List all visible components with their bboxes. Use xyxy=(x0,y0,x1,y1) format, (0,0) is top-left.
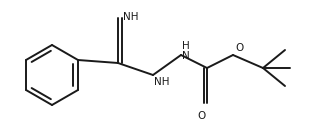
Text: N: N xyxy=(182,51,190,61)
Text: O: O xyxy=(198,111,206,121)
Text: O: O xyxy=(235,43,243,53)
Text: H: H xyxy=(182,41,190,51)
Text: NH: NH xyxy=(154,77,170,87)
Text: NH: NH xyxy=(123,12,139,22)
